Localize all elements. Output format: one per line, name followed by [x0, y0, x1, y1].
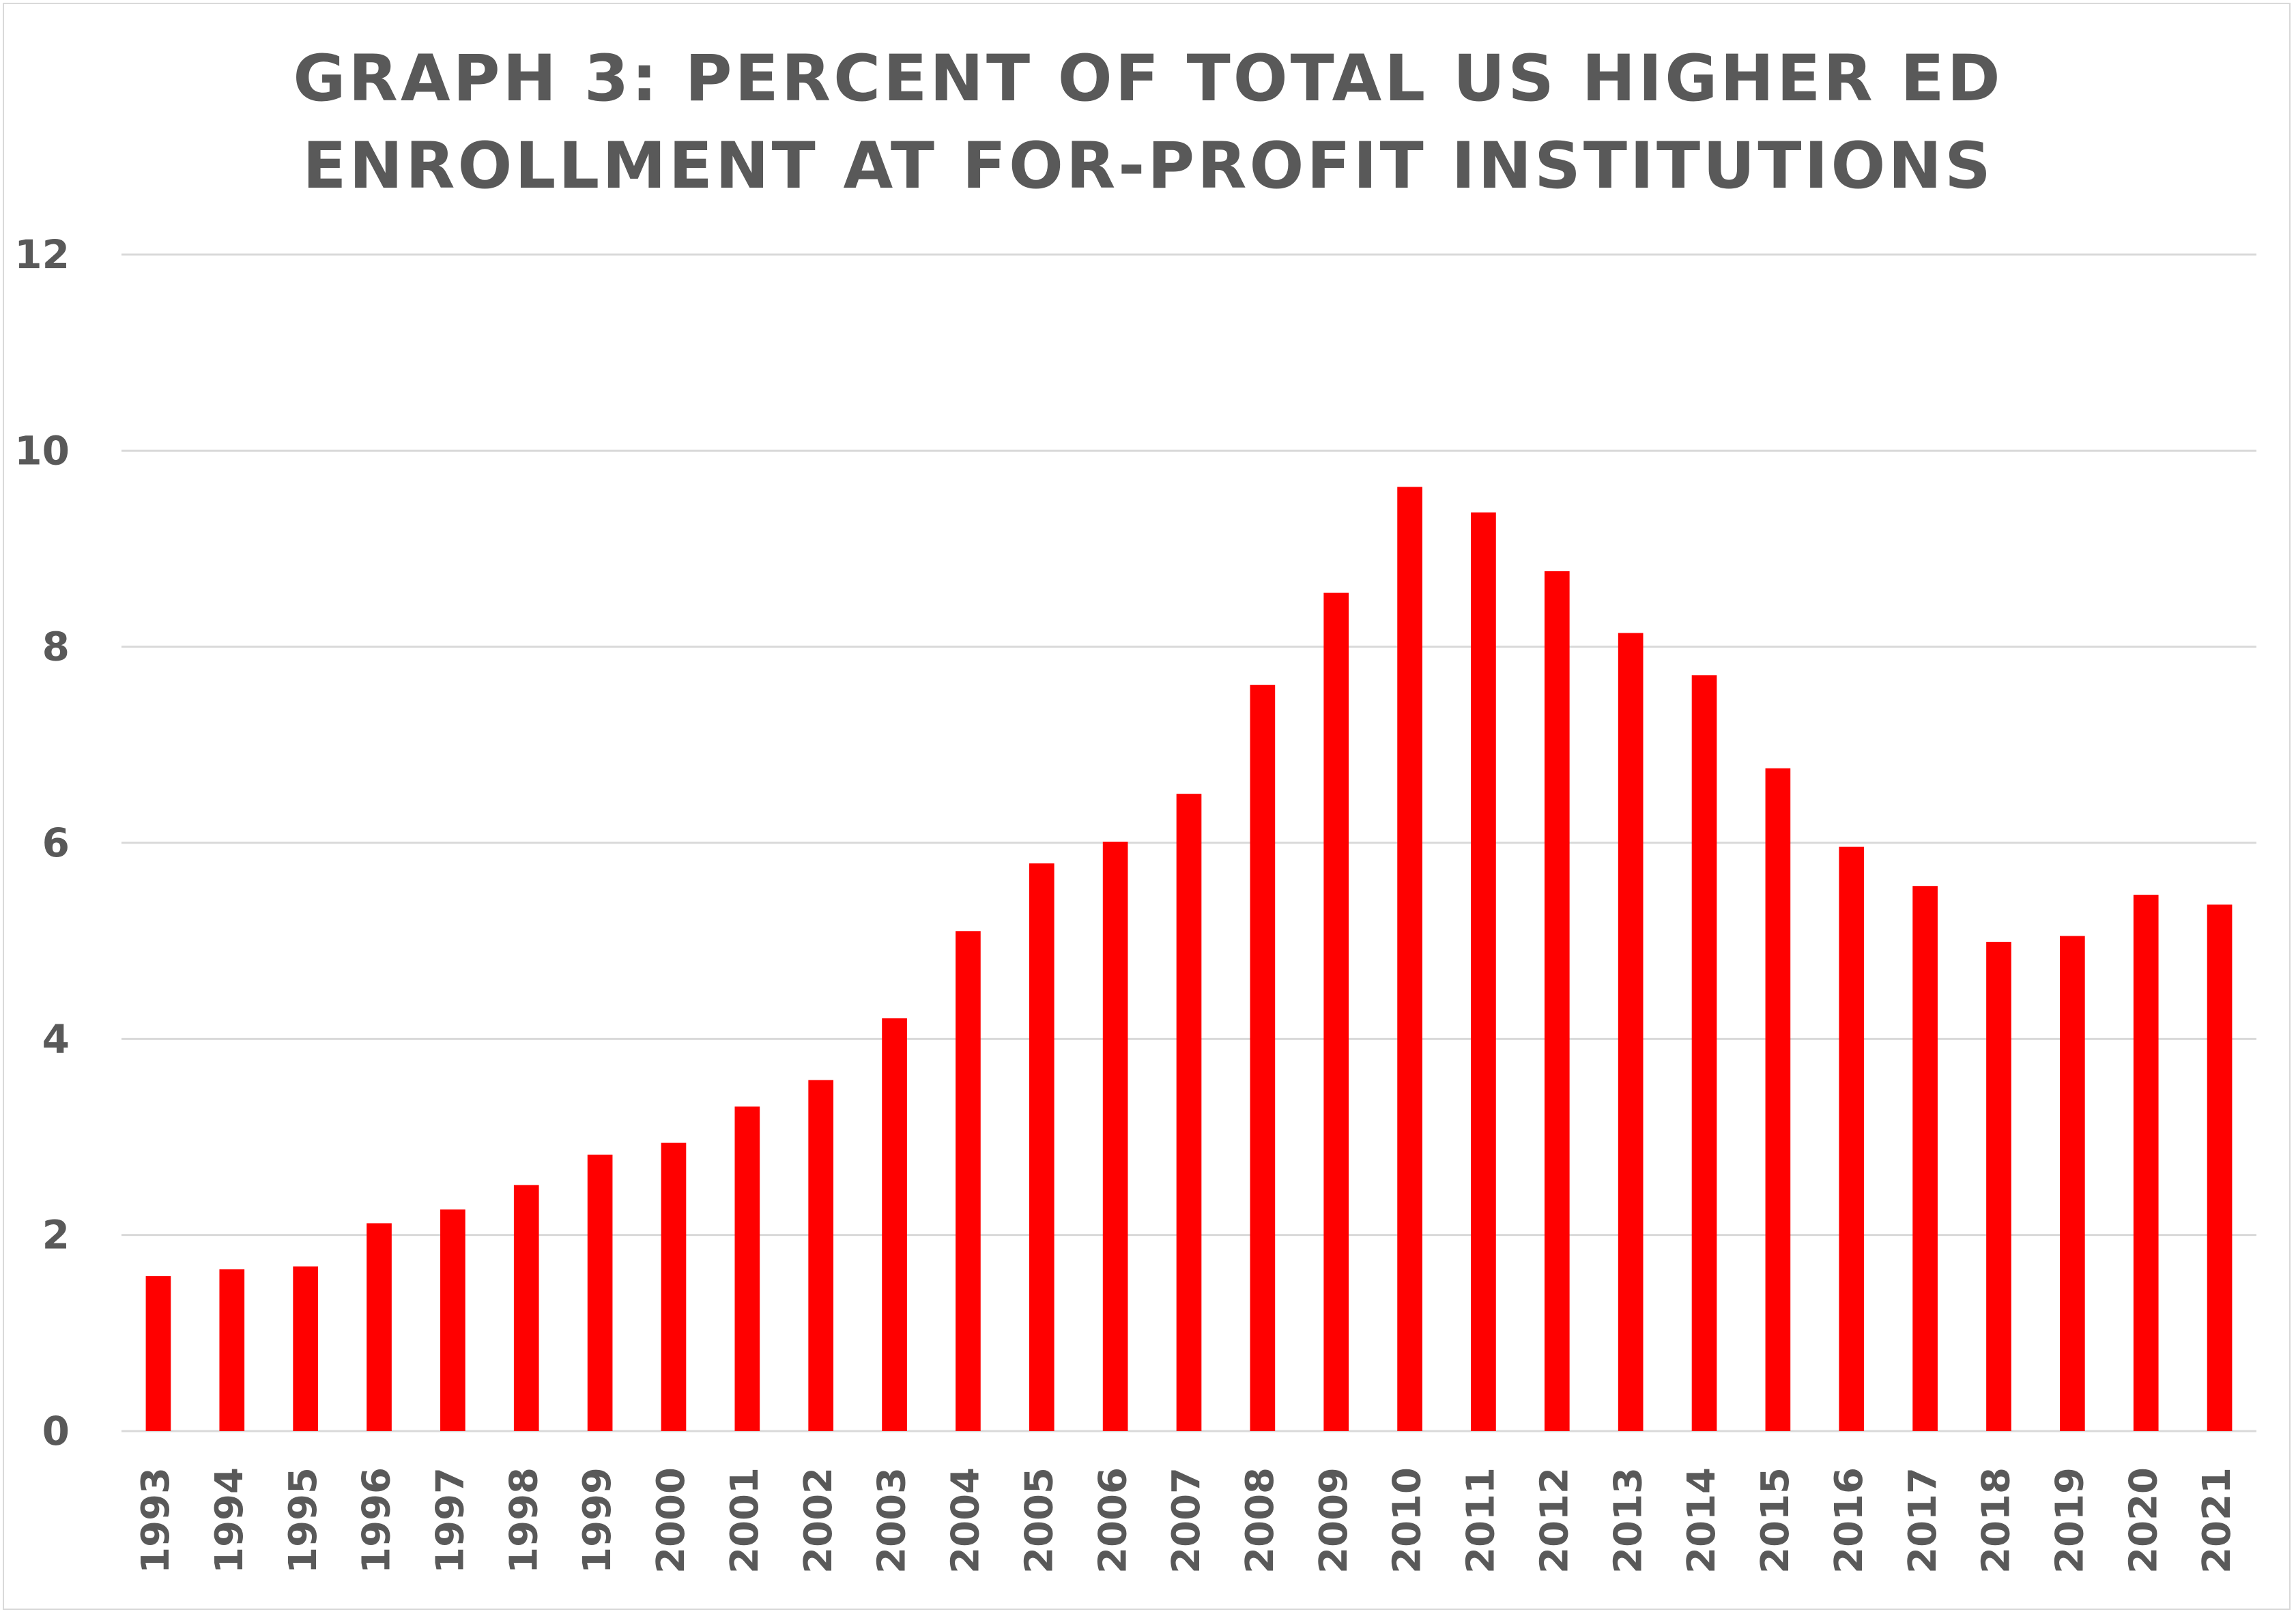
- bar-2008: [1250, 684, 1276, 1431]
- bar-2003: [882, 1018, 907, 1431]
- x-tick-label: 2010: [1386, 1467, 1430, 1574]
- bar-2017: [1912, 886, 1938, 1431]
- y-tick-label: 8: [42, 624, 70, 670]
- bar-1993: [145, 1276, 171, 1431]
- y-tick-label: 2: [42, 1212, 70, 1258]
- x-tick-label: 2012: [1532, 1467, 1577, 1574]
- bar-2018: [1986, 942, 2011, 1431]
- bar-2009: [1323, 592, 1349, 1431]
- y-tick-label: 12: [14, 231, 70, 278]
- y-tick-label: 4: [42, 1015, 70, 1062]
- bar-2019: [2060, 936, 2085, 1431]
- x-tick-label: 2000: [649, 1467, 693, 1574]
- x-tick-label: 2009: [1312, 1467, 1356, 1574]
- chart-title-line-2: ENROLLMENT AT FOR-PROFIT INSTITUTIONS: [302, 129, 1994, 203]
- x-tick-label: 2006: [1091, 1467, 1135, 1574]
- bar-2006: [1102, 841, 1128, 1431]
- x-tick-label: 2008: [1238, 1467, 1282, 1574]
- bar-2013: [1618, 633, 1644, 1431]
- x-tick-label: 2020: [2121, 1467, 2166, 1574]
- bar-2010: [1397, 487, 1422, 1431]
- bar-2002: [808, 1080, 834, 1431]
- y-axis-ticks: 0 2 4 6 8 10 12: [14, 231, 70, 1454]
- x-tick-label: 2021: [2195, 1467, 2239, 1574]
- bar-2012: [1544, 571, 1570, 1431]
- x-tick-label: 1999: [575, 1467, 620, 1574]
- x-tick-label: 1997: [429, 1467, 473, 1574]
- bar-2011: [1471, 512, 1496, 1432]
- bar-1997: [440, 1209, 465, 1431]
- bars: [145, 487, 2233, 1432]
- x-tick-label: 2016: [1827, 1467, 1871, 1574]
- bar-2021: [2207, 904, 2233, 1431]
- x-tick-label: 2017: [1901, 1467, 1945, 1574]
- x-tick-label: 2002: [797, 1467, 841, 1574]
- bar-2015: [1765, 768, 1791, 1431]
- bar-2007: [1176, 794, 1202, 1431]
- bar-1994: [219, 1269, 245, 1431]
- y-tick-label: 6: [42, 820, 70, 866]
- x-axis-ticks: 1993 1994 1995 1996 1997 1998 1999 2000 2001 2002…: [134, 1467, 2239, 1574]
- chart-title: GRAPH 3: PERCENT OF TOTAL US HIGHER ED E…: [0, 35, 2296, 210]
- x-tick-label: 2007: [1164, 1467, 1209, 1574]
- bar-2020: [2133, 895, 2159, 1431]
- bar-2016: [1839, 846, 1865, 1431]
- x-tick-label: 1996: [355, 1467, 399, 1574]
- y-tick-label: 10: [14, 427, 70, 474]
- chart-title-line-1: GRAPH 3: PERCENT OF TOTAL US HIGHER ED: [293, 42, 2003, 116]
- x-tick-label: 1993: [134, 1467, 178, 1574]
- bar-2004: [956, 931, 981, 1431]
- x-tick-label: 2013: [1606, 1467, 1650, 1574]
- bar-2000: [661, 1142, 687, 1431]
- x-tick-label: 2004: [944, 1467, 988, 1574]
- x-tick-label: 2015: [1753, 1467, 1798, 1574]
- x-tick-label: 2019: [2048, 1467, 2092, 1574]
- chart-frame: [3, 3, 2291, 1610]
- bar-2005: [1029, 863, 1054, 1431]
- x-tick-label: 2003: [870, 1467, 915, 1574]
- x-tick-label: 1994: [207, 1467, 252, 1574]
- bar-1998: [513, 1185, 539, 1431]
- x-tick-label: 1995: [281, 1467, 326, 1574]
- x-tick-label: 2018: [1975, 1467, 2019, 1574]
- bar-2014: [1691, 675, 1717, 1431]
- x-tick-label: 1998: [502, 1467, 546, 1574]
- x-tick-label: 2011: [1459, 1467, 1504, 1574]
- y-tick-label: 0: [42, 1408, 70, 1454]
- bar-2001: [734, 1106, 760, 1431]
- bar-1999: [587, 1154, 613, 1431]
- bar-1996: [367, 1223, 392, 1431]
- x-tick-label: 2005: [1017, 1467, 1061, 1574]
- x-tick-label: 2001: [723, 1467, 767, 1574]
- x-tick-label: 2014: [1680, 1467, 1724, 1574]
- bar-1995: [293, 1266, 318, 1431]
